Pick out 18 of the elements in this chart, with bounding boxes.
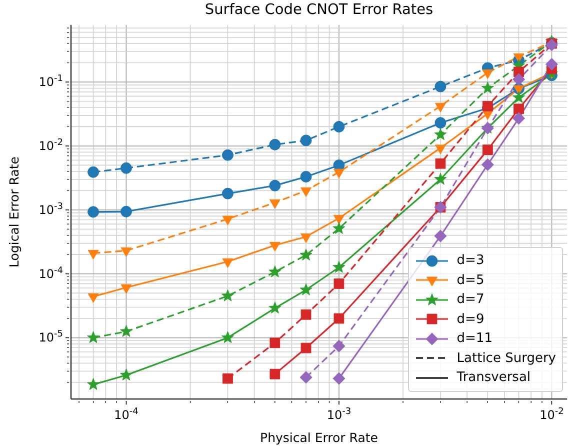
legend-label: d=3 [456,252,484,270]
y-tick-label: 10$^{-4}$ [38,266,64,281]
x-tick-label: 10$^{-2}$ [540,407,564,422]
annotation: Lattice Surgery [456,350,556,368]
annotation: Transversal [456,369,531,387]
y-axis-title: Logical Error Rate [6,156,22,268]
legend-label: d=5 [456,272,484,290]
y-tick-label: 10$^{-5}$ [38,330,63,345]
x-tick-label: 10$^{-3}$ [326,407,352,422]
chart-title: Surface Code CNOT Error Rates [204,2,434,18]
legend-label: d=7 [456,291,484,309]
legend-label: d=9 [456,310,484,328]
x-axis-title: Physical Error Rate [260,430,378,445]
y-tick-label: 10$^{-2}$ [38,138,63,153]
x-tick-label: 10$^{-4}$ [114,407,139,422]
y-tick-label: 10$^{-3}$ [38,202,63,217]
legend-label: d=11 [456,330,492,348]
y-tick-label: 10$^{-1}$ [38,74,63,90]
